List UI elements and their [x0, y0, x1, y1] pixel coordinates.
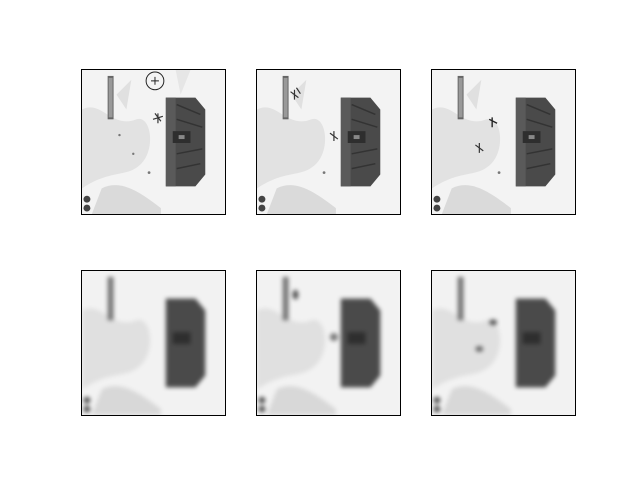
frame-1-scene: [82, 70, 225, 214]
blurred-frame-3: [431, 270, 576, 416]
infantry-unit[interactable]: [152, 113, 164, 124]
hud-button-1[interactable]: [83, 195, 91, 203]
game-frame-3: [431, 69, 576, 215]
blurred-scene-2: [257, 271, 400, 415]
game-frame-2: [256, 69, 401, 215]
hud-button-2[interactable]: [83, 204, 91, 212]
fortress-building: [165, 97, 206, 187]
fortress-building: [340, 97, 381, 187]
frame-3-scene: [432, 70, 575, 214]
crosshair-target[interactable]: [145, 71, 165, 91]
infantry-unit[interactable]: [290, 87, 301, 100]
infantry-unit[interactable]: [475, 142, 484, 153]
blurred-frame-1: [81, 270, 226, 416]
blurred-scene-3: [432, 271, 575, 415]
fortress-building: [515, 97, 556, 187]
hud-button-1[interactable]: [258, 195, 266, 203]
hud-button-2[interactable]: [258, 204, 266, 212]
frame-2-scene: [257, 70, 400, 214]
hud-button-1[interactable]: [433, 195, 441, 203]
hud-button-2[interactable]: [433, 204, 441, 212]
infantry-unit[interactable]: [488, 117, 498, 128]
game-frame-1: [81, 69, 226, 215]
infantry-unit[interactable]: [329, 131, 339, 142]
blurred-scene-1: [82, 271, 225, 415]
blurred-frame-2: [256, 270, 401, 416]
